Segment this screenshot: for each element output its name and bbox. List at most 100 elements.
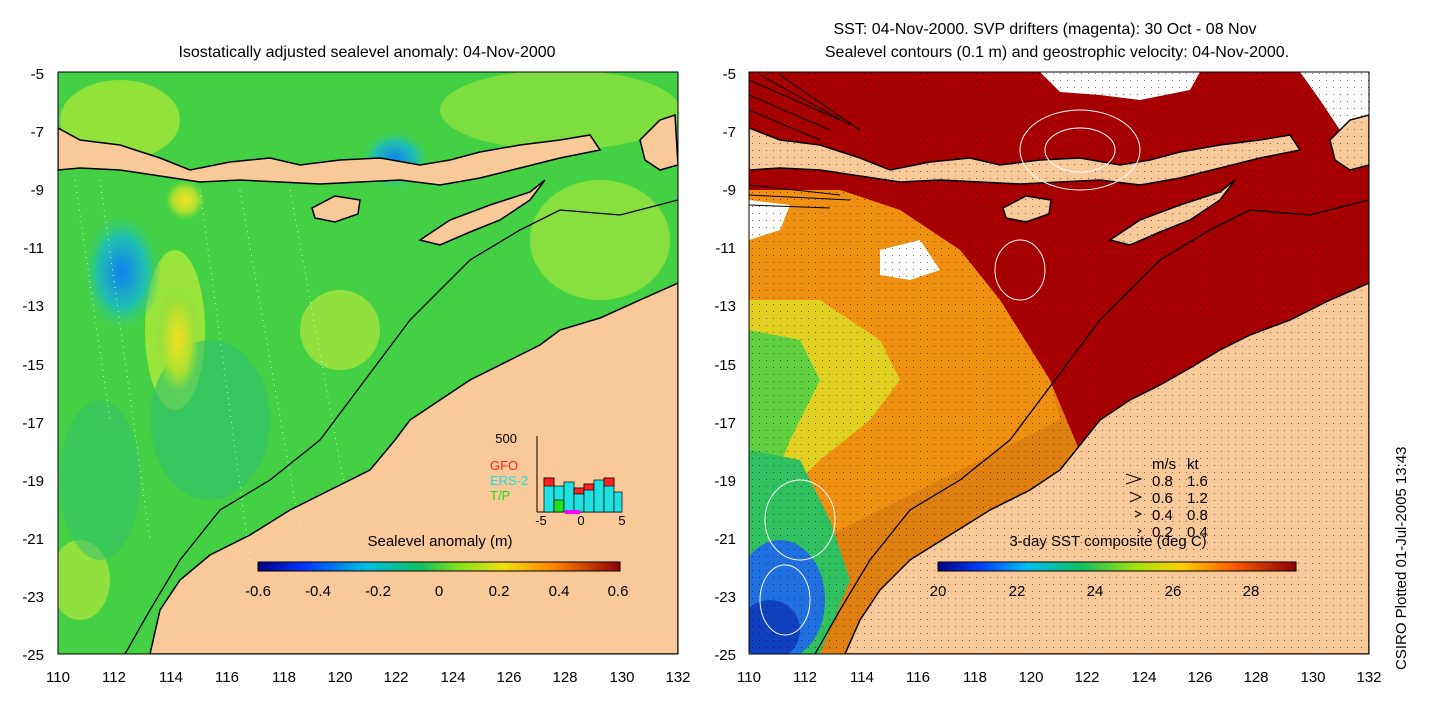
left-map-frame	[57, 71, 679, 655]
legend-kt: 0.8	[1187, 507, 1208, 524]
y-tick: -11	[715, 240, 736, 257]
histogram-legend-tp: T/P	[490, 488, 510, 503]
left-colorbar: Sealevel anomaly (m) -0.6 -0.4 -0.2 0 0.…	[245, 533, 628, 600]
left-colorbar-tick: -0.6	[245, 583, 271, 600]
legend-header-kt: kt	[1187, 456, 1200, 473]
x-tick: 110	[737, 669, 761, 686]
left-colorbar-label: Sealevel anomaly (m)	[367, 533, 512, 550]
right-colorbar-tick: 24	[1087, 583, 1104, 600]
x-tick: 122	[1074, 669, 1099, 686]
x-tick: 116	[215, 669, 239, 686]
legend-ms: 0.2	[1152, 524, 1173, 541]
histogram-legend-ers2: ERS-2	[490, 473, 528, 488]
x-tick: 114	[850, 669, 874, 686]
left-colorbar-tick: 0	[435, 583, 443, 600]
right-map-frame	[748, 71, 1370, 655]
y-tick: -13	[714, 298, 736, 315]
x-tick: 124	[1131, 669, 1156, 686]
left-colorbar-tick: -0.4	[305, 583, 331, 600]
histogram-legend-gfo: GFO	[490, 458, 518, 473]
histogram-xtick: 0	[577, 513, 584, 528]
x-tick: 120	[1018, 669, 1043, 686]
right-colorbar-tick: 28	[1243, 583, 1260, 600]
indonesia-land-left	[58, 127, 602, 186]
left-colorbar-tick: 0.4	[549, 583, 570, 600]
y-tick: -19	[22, 473, 44, 490]
right-x-axis: 110 112 114 116 118 120 122 124 126 128 …	[737, 669, 1381, 686]
y-tick: -13	[22, 298, 44, 315]
histogram-ymax: 500	[495, 431, 517, 446]
x-tick: 120	[327, 669, 352, 686]
x-tick: 130	[1300, 669, 1325, 686]
y-tick: -21	[714, 531, 736, 548]
left-histogram: 500 GFO ERS-2 T/P -5 0 5	[490, 431, 626, 528]
x-tick: 132	[1356, 669, 1381, 686]
legend-kt: 1.2	[1187, 490, 1208, 507]
footer-text: CSIRO Plotted 01-Jul-2005 13:43	[1393, 446, 1410, 670]
left-colorbar-tick: 0.2	[489, 583, 510, 600]
y-tick: -17	[22, 415, 44, 432]
y-tick: -5	[31, 66, 44, 83]
x-tick: 128	[552, 669, 577, 686]
right-title-line2: Sealevel contours (0.1 m) and geostrophi…	[825, 44, 1289, 61]
x-tick: 114	[159, 669, 183, 686]
australia-land-left	[149, 282, 678, 654]
y-tick: -15	[714, 357, 736, 374]
plot-footer: CSIRO Plotted 01-Jul-2005 13:43	[1393, 447, 1413, 690]
right-colorbar-label: 3-day SST composite (deg C)	[1009, 533, 1206, 550]
x-tick: 112	[793, 669, 817, 686]
left-title: Isostatically adjusted sealevel anomaly:…	[178, 44, 555, 61]
right-colorbar-tick: 26	[1165, 583, 1182, 600]
y-tick: -15	[22, 357, 44, 374]
x-tick: 116	[906, 669, 930, 686]
right-title-line1: SST: 04-Nov-2000. SVP drifters (magenta)…	[834, 21, 1257, 38]
y-tick: -7	[723, 124, 736, 141]
x-tick: 112	[102, 669, 126, 686]
left-y-axis: -5 -7 -9 -11 -13 -15 -17 -19 -21 -23 -25	[22, 66, 44, 664]
x-tick: 110	[46, 669, 70, 686]
y-tick: -21	[22, 531, 44, 548]
x-tick: 118	[272, 669, 296, 686]
y-tick: -11	[23, 240, 44, 257]
x-tick: 118	[963, 669, 987, 686]
x-tick: 124	[440, 669, 465, 686]
x-tick: 126	[1187, 669, 1212, 686]
left-sealevel-map	[58, 72, 678, 654]
y-tick: -7	[31, 124, 44, 141]
y-tick: -17	[714, 415, 736, 432]
y-tick: -9	[723, 182, 736, 199]
northern-islands-left	[639, 113, 678, 171]
sumba-land-left	[311, 195, 361, 223]
right-colorbar-tick: 22	[1009, 583, 1026, 600]
right-colorbar: 3-day SST composite (deg C) 20 22 24 26 …	[930, 533, 1297, 600]
x-tick: 128	[1243, 669, 1268, 686]
legend-header-ms: m/s	[1152, 456, 1176, 473]
right-colorbar-tick: 20	[930, 583, 947, 600]
x-tick: 126	[496, 669, 521, 686]
legend-ms: 0.8	[1152, 473, 1173, 490]
x-tick: 130	[609, 669, 634, 686]
legend-ms: 0.4	[1152, 507, 1173, 524]
legend-ms: 0.6	[1152, 490, 1173, 507]
y-tick: -9	[31, 182, 44, 199]
y-tick: -23	[22, 589, 44, 606]
histogram-bars	[543, 477, 623, 513]
right-sst-map	[749, 72, 1369, 654]
histogram-xtick: -5	[535, 513, 547, 528]
legend-kt: 1.6	[1187, 473, 1208, 490]
left-x-axis: 110 112 114 116 118 120 122 124 126 128 …	[46, 669, 690, 686]
histogram-xtick: 5	[618, 513, 625, 528]
y-tick: -25	[22, 647, 44, 664]
x-tick: 132	[665, 669, 690, 686]
y-tick: -19	[714, 473, 736, 490]
x-tick: 122	[383, 669, 408, 686]
left-colorbar-tick: 0.6	[608, 583, 629, 600]
left-colorbar-tick: -0.2	[365, 583, 391, 600]
y-tick: -23	[714, 589, 736, 606]
velocity-legend: m/s kt 0.8 1.6 0.6 1.2 0.4 0.8 0.2 0.4	[1125, 456, 1208, 541]
right-y-axis: -5 -7 -9 -11 -13 -15 -17 -19 -21 -23 -25	[714, 66, 736, 664]
y-tick: -25	[714, 647, 736, 664]
y-tick: -5	[723, 66, 736, 83]
timor-land-left	[418, 179, 546, 246]
